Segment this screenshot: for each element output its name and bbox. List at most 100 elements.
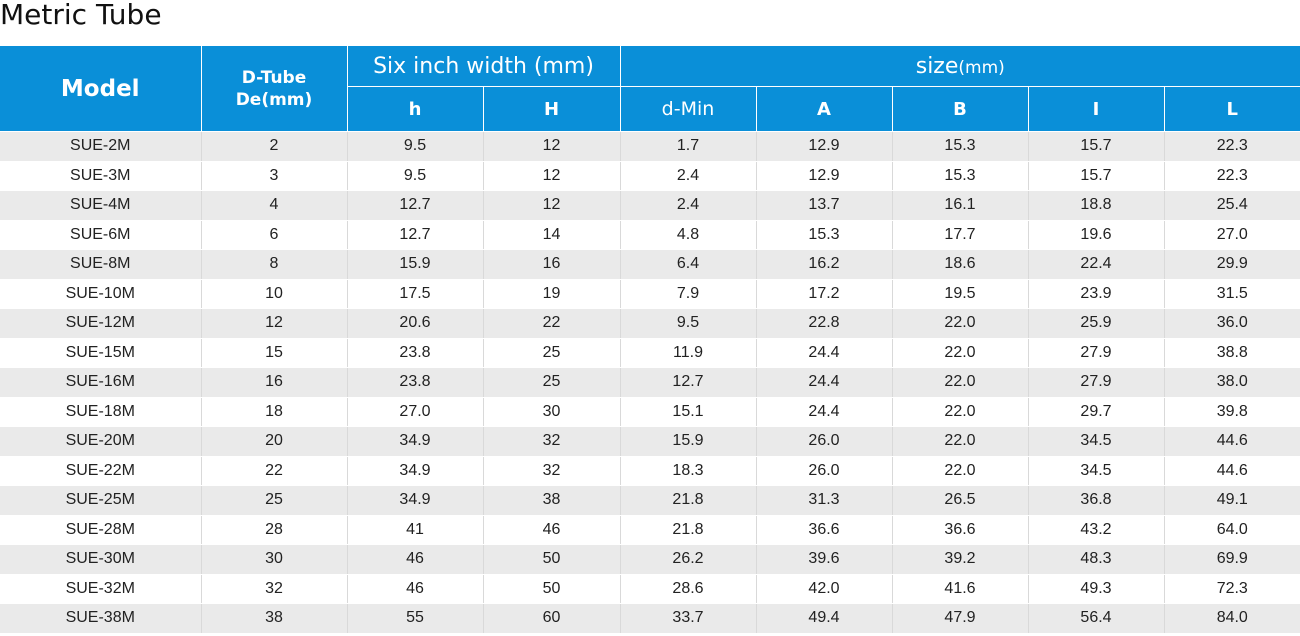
cell-model: SUE-12M — [0, 308, 202, 339]
cell-b: 36.6 — [892, 515, 1029, 545]
cell-d-tube: 6 — [201, 220, 348, 250]
cell-l: 22.3 — [1164, 131, 1300, 162]
cell-a: 12.9 — [756, 131, 893, 162]
cell-model: SUE-15M — [0, 338, 202, 368]
cell-d-tube: 28 — [201, 515, 348, 545]
table-row: SUE-3M 3 9.5 12 2.4 12.9 15.3 15.7 22.3 — [0, 161, 1300, 191]
cell-model: SUE-38M — [0, 603, 202, 634]
cell-a: 26.0 — [756, 426, 893, 457]
table-row: SUE-15M 15 23.8 25 11.9 24.4 22.0 27.9 38.8 — [0, 338, 1300, 368]
cell-d-tube: 22 — [201, 456, 348, 486]
cell-d-tube: 20 — [201, 426, 348, 457]
cell-i: 27.9 — [1028, 367, 1165, 398]
header-d-tube: D-Tube De(mm) — [201, 46, 348, 132]
cell-a: 24.4 — [756, 367, 893, 398]
cell-model: SUE-10M — [0, 279, 202, 309]
cell-model: SUE-28M — [0, 515, 202, 545]
cell-d-min: 15.9 — [620, 426, 757, 457]
cell-b: 22.0 — [892, 338, 1029, 368]
header-col-h-large: H — [483, 86, 621, 132]
table-row: SUE-30M 30 46 50 26.2 39.6 39.2 48.3 69.9 — [0, 544, 1300, 575]
cell-h: 34.9 — [347, 456, 484, 486]
cell-a: 26.0 — [756, 456, 893, 486]
cell-h: 12.7 — [347, 190, 484, 221]
cell-b: 26.5 — [892, 485, 1029, 516]
cell-a: 36.6 — [756, 515, 893, 545]
cell-H: 12 — [483, 190, 621, 221]
cell-d-tube: 10 — [201, 279, 348, 309]
header-col-a: A — [756, 86, 893, 132]
header-col-l: L — [1164, 86, 1300, 132]
cell-a: 31.3 — [756, 485, 893, 516]
cell-l: 29.9 — [1164, 249, 1300, 280]
cell-l: 25.4 — [1164, 190, 1300, 221]
cell-i: 56.4 — [1028, 603, 1165, 634]
cell-b: 15.3 — [892, 161, 1029, 191]
header-d-tube-line2: De(mm) — [235, 89, 313, 110]
cell-l: 72.3 — [1164, 574, 1300, 604]
header-col-b: B — [892, 86, 1029, 132]
cell-a: 12.9 — [756, 161, 893, 191]
header-col-i: I — [1028, 86, 1165, 132]
cell-model: SUE-16M — [0, 367, 202, 398]
cell-d-min: 28.6 — [620, 574, 757, 604]
cell-i: 43.2 — [1028, 515, 1165, 545]
cell-d-tube: 3 — [201, 161, 348, 191]
table-row: SUE-16M 16 23.8 25 12.7 24.4 22.0 27.9 38.0 — [0, 367, 1300, 398]
cell-h: 34.9 — [347, 485, 484, 516]
cell-d-tube: 16 — [201, 367, 348, 398]
cell-d-min: 26.2 — [620, 544, 757, 575]
cell-d-min: 2.4 — [620, 161, 757, 191]
cell-i: 23.9 — [1028, 279, 1165, 309]
cell-a: 24.4 — [756, 397, 893, 427]
cell-l: 44.6 — [1164, 426, 1300, 457]
cell-H: 14 — [483, 220, 621, 250]
cell-i: 19.6 — [1028, 220, 1165, 250]
cell-b: 16.1 — [892, 190, 1029, 221]
cell-i: 29.7 — [1028, 397, 1165, 427]
cell-H: 50 — [483, 574, 621, 604]
cell-h: 27.0 — [347, 397, 484, 427]
table-row: SUE-32M 32 46 50 28.6 42.0 41.6 49.3 72.3 — [0, 574, 1300, 604]
cell-i: 48.3 — [1028, 544, 1165, 575]
cell-H: 32 — [483, 456, 621, 486]
cell-model: SUE-6M — [0, 220, 202, 250]
cell-l: 44.6 — [1164, 456, 1300, 486]
cell-a: 16.2 — [756, 249, 893, 280]
cell-h: 23.8 — [347, 338, 484, 368]
cell-model: SUE-22M — [0, 456, 202, 486]
table-row: SUE-25M 25 34.9 38 21.8 31.3 26.5 36.8 49.1 — [0, 485, 1300, 516]
cell-model: SUE-25M — [0, 485, 202, 516]
cell-i: 25.9 — [1028, 308, 1165, 339]
cell-b: 39.2 — [892, 544, 1029, 575]
header-size-label: size — [915, 53, 959, 79]
cell-d-min: 11.9 — [620, 338, 757, 368]
cell-d-min: 21.8 — [620, 485, 757, 516]
cell-model: SUE-3M — [0, 161, 202, 191]
cell-d-min: 6.4 — [620, 249, 757, 280]
table-row: SUE-28M 28 41 46 21.8 36.6 36.6 43.2 64.0 — [0, 515, 1300, 545]
cell-l: 22.3 — [1164, 161, 1300, 191]
cell-h: 9.5 — [347, 161, 484, 191]
cell-a: 42.0 — [756, 574, 893, 604]
cell-h: 41 — [347, 515, 484, 545]
cell-i: 34.5 — [1028, 456, 1165, 486]
cell-l: 39.8 — [1164, 397, 1300, 427]
table-row: SUE-4M 4 12.7 12 2.4 13.7 16.1 18.8 25.4 — [0, 190, 1300, 221]
cell-l: 38.8 — [1164, 338, 1300, 368]
cell-H: 38 — [483, 485, 621, 516]
cell-l: 69.9 — [1164, 544, 1300, 575]
table-row: SUE-20M 20 34.9 32 15.9 26.0 22.0 34.5 44.6 — [0, 426, 1300, 457]
cell-b: 47.9 — [892, 603, 1029, 634]
cell-b: 22.0 — [892, 367, 1029, 398]
cell-H: 22 — [483, 308, 621, 339]
cell-i: 34.5 — [1028, 426, 1165, 457]
cell-l: 27.0 — [1164, 220, 1300, 250]
cell-model: SUE-32M — [0, 574, 202, 604]
table-row: SUE-38M 38 55 60 33.7 49.4 47.9 56.4 84.0 — [0, 603, 1300, 634]
table-body: SUE-2M 2 9.5 12 1.7 12.9 15.3 15.7 22.3 SUE-3M 3 9.… — [0, 131, 1300, 634]
cell-i: 36.8 — [1028, 485, 1165, 516]
cell-H: 19 — [483, 279, 621, 309]
cell-d-min: 7.9 — [620, 279, 757, 309]
header-six-inch-width: Six inch width (mm) — [347, 46, 621, 87]
